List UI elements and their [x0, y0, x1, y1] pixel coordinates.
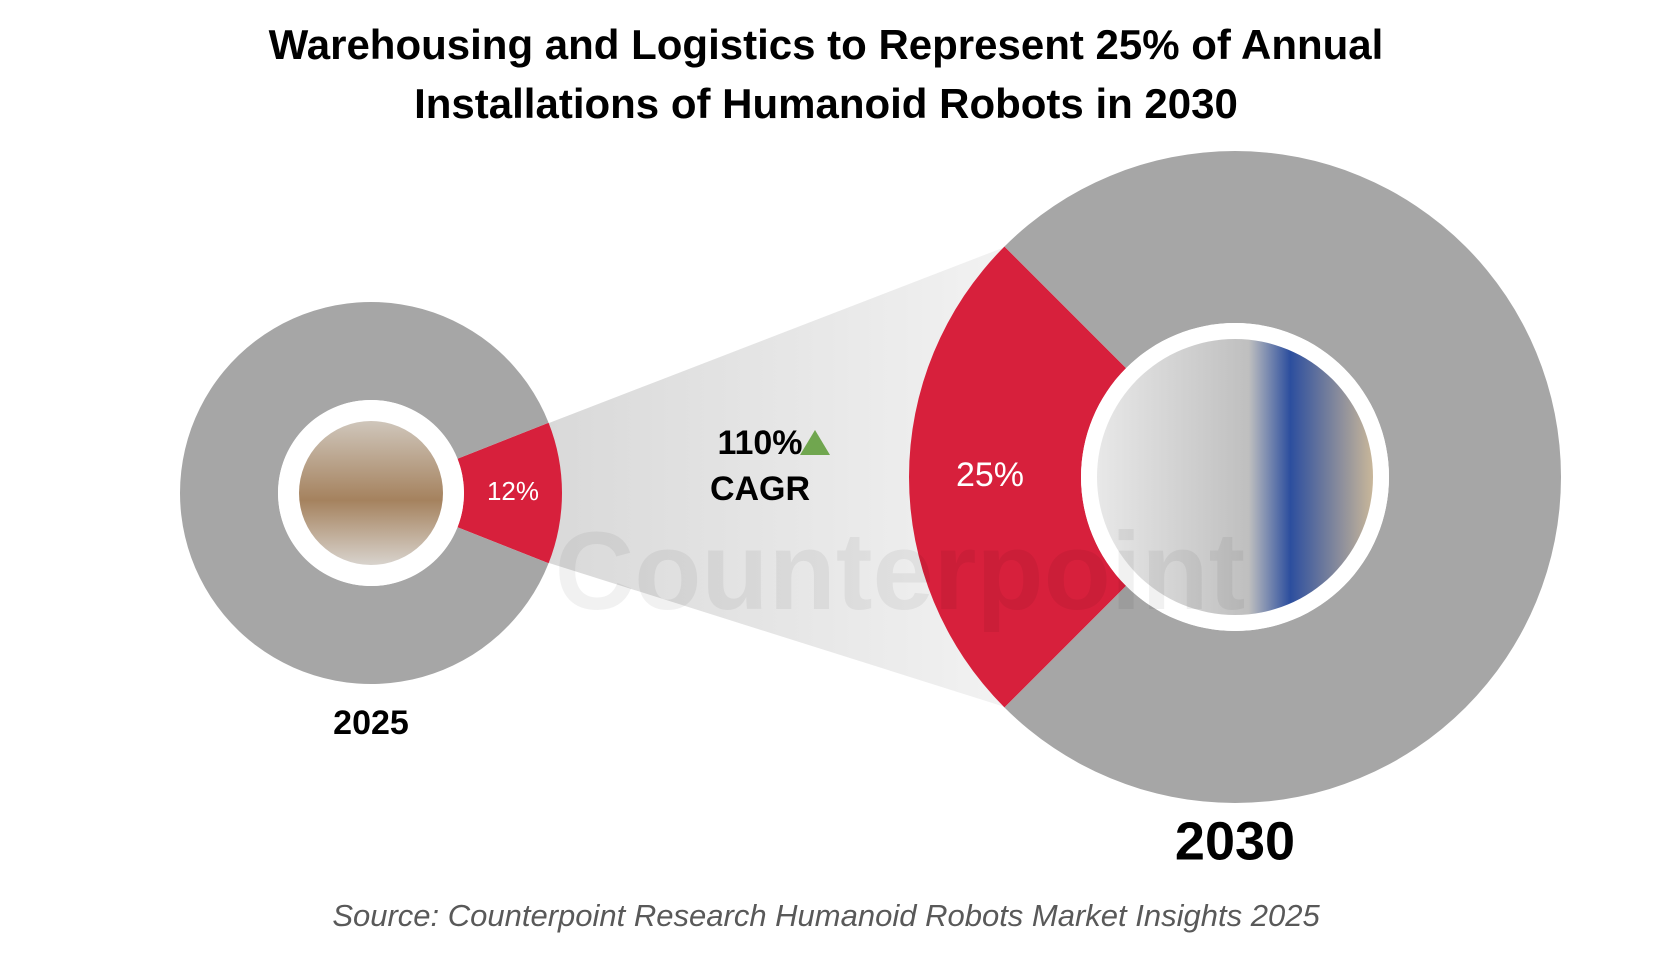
value-label: 12% — [487, 476, 539, 506]
funnel — [549, 247, 1005, 707]
cagr-value: 110% — [717, 424, 802, 462]
donut-segment — [179, 302, 549, 684]
photo — [1097, 339, 1373, 615]
value-label: 25% — [956, 456, 1024, 494]
donut-segment — [909, 246, 1127, 708]
title-line: Installations of Humanoid Robots in 2030 — [414, 80, 1238, 127]
up-triangle — [800, 430, 830, 455]
photo — [299, 421, 443, 565]
donuts: 12% 25% — [179, 150, 1562, 803]
cagr-label: CAGR — [710, 470, 810, 508]
year-label: 2025 — [333, 704, 409, 742]
donut-segment — [457, 422, 562, 564]
source: Source: Counterpoint Research Humanoid R… — [332, 898, 1320, 933]
title-line: Warehousing and Logistics to Represent 2… — [269, 21, 1384, 68]
donut-segment — [1004, 150, 1562, 803]
watermark: Counterpoint — [555, 510, 1245, 633]
year-label: 2030 — [1175, 811, 1295, 871]
